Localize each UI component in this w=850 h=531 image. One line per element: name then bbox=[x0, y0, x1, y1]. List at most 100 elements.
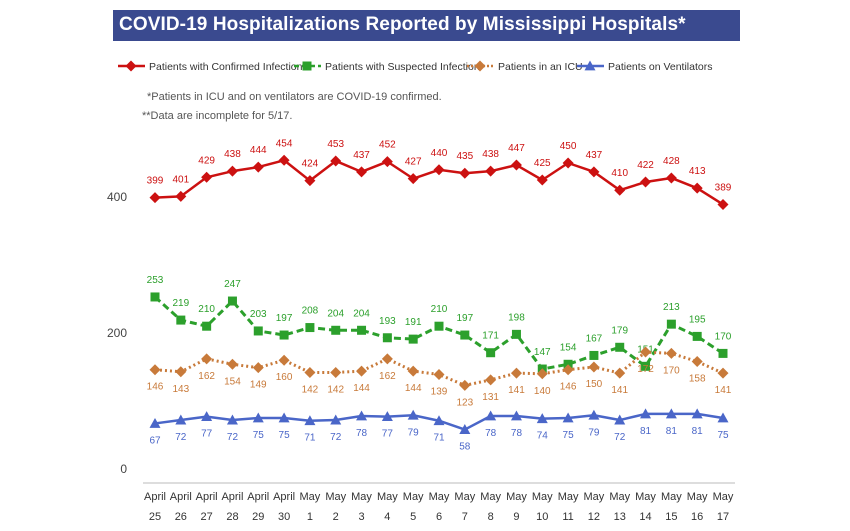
data-label: 143 bbox=[172, 384, 189, 395]
x-tick-label-day: 2 bbox=[333, 511, 339, 523]
data-label: 172 bbox=[637, 364, 654, 375]
data-point bbox=[252, 362, 264, 374]
x-tick-label-day: 6 bbox=[436, 511, 442, 523]
y-tick-label-200: 200 bbox=[107, 326, 127, 340]
data-point bbox=[485, 165, 497, 177]
plot-area: 399 401 429 438 444 454 424 453 437 452 427 440 435 4… bbox=[147, 138, 732, 452]
data-point bbox=[252, 412, 264, 423]
data-point bbox=[614, 184, 626, 196]
legend-marker bbox=[584, 60, 596, 71]
data-point bbox=[640, 346, 652, 358]
x-tick-label-day: 9 bbox=[513, 511, 519, 523]
series-group: 146 143 162 154 149 160 142 142 144 162 144 139 123 1… bbox=[147, 346, 732, 408]
data-label: 210 bbox=[198, 304, 215, 315]
legend-entry-label: Patients in an ICU bbox=[498, 61, 583, 73]
data-point bbox=[330, 366, 342, 378]
data-label: 204 bbox=[327, 308, 344, 319]
data-point bbox=[150, 292, 160, 302]
data-label: 167 bbox=[586, 333, 603, 344]
data-label: 454 bbox=[276, 138, 293, 149]
data-point bbox=[665, 172, 677, 184]
x-tick-label-month: April bbox=[196, 491, 218, 503]
data-label: 142 bbox=[302, 384, 319, 395]
x-tick-label-month: April bbox=[221, 491, 243, 503]
legend-marker bbox=[302, 61, 312, 71]
data-label: 195 bbox=[689, 314, 706, 325]
data-label: 437 bbox=[353, 150, 370, 161]
data-label: 144 bbox=[405, 383, 422, 394]
x-tick-label-day: 10 bbox=[536, 511, 548, 523]
legend-marker bbox=[125, 60, 137, 72]
data-point bbox=[408, 334, 418, 344]
x-tick-label-day: 17 bbox=[717, 511, 729, 523]
x-tick-label-month: May bbox=[506, 491, 527, 503]
data-point bbox=[510, 159, 522, 171]
data-label: 79 bbox=[408, 427, 420, 438]
data-point bbox=[614, 414, 626, 425]
data-label: 438 bbox=[224, 149, 241, 160]
data-point bbox=[279, 330, 289, 340]
data-point bbox=[640, 176, 652, 188]
data-label: 75 bbox=[279, 430, 291, 441]
data-point bbox=[381, 353, 393, 365]
x-tick-label-month: May bbox=[403, 491, 424, 503]
legend-entry-label: Patients with Confirmed Infection bbox=[149, 61, 303, 73]
data-point bbox=[226, 358, 238, 370]
data-label: 142 bbox=[327, 384, 344, 395]
x-tick-label-day: 25 bbox=[149, 511, 161, 523]
legend-entry-label: Patients on Ventilators bbox=[608, 61, 712, 73]
data-label: 435 bbox=[456, 151, 473, 162]
data-point bbox=[665, 408, 677, 419]
legend: Patients with Confirmed Infection Patient… bbox=[118, 60, 712, 73]
data-label: 141 bbox=[611, 385, 628, 396]
data-label: 162 bbox=[198, 371, 215, 382]
data-point bbox=[278, 412, 290, 423]
data-label: 440 bbox=[431, 148, 448, 159]
x-tick-label-day: 5 bbox=[410, 511, 416, 523]
data-label: 147 bbox=[534, 347, 551, 358]
x-tick-label-day: 26 bbox=[175, 511, 187, 523]
data-point bbox=[304, 366, 316, 378]
data-point bbox=[357, 325, 367, 335]
data-label: 428 bbox=[663, 156, 680, 167]
data-label: 198 bbox=[508, 312, 525, 323]
legend-entry-label: Patients with Suspected Infection bbox=[325, 61, 480, 73]
data-point bbox=[691, 356, 703, 368]
data-label: 144 bbox=[353, 383, 370, 394]
data-point bbox=[588, 361, 600, 373]
data-label: 79 bbox=[588, 427, 600, 438]
data-point bbox=[486, 348, 496, 358]
data-label: 438 bbox=[482, 149, 499, 160]
data-label: 123 bbox=[456, 397, 473, 408]
data-point bbox=[536, 174, 548, 186]
data-point bbox=[175, 366, 187, 378]
data-point bbox=[666, 319, 676, 329]
data-label: 75 bbox=[717, 430, 729, 441]
data-point bbox=[640, 408, 652, 419]
x-tick-label-day: 29 bbox=[252, 511, 264, 523]
data-point bbox=[588, 409, 600, 420]
data-point bbox=[614, 367, 626, 379]
x-tick-label-month: April bbox=[247, 491, 269, 503]
data-point bbox=[253, 326, 263, 336]
data-point bbox=[717, 198, 729, 210]
data-label: 139 bbox=[431, 386, 448, 397]
data-point bbox=[510, 410, 522, 421]
data-label: 67 bbox=[149, 435, 161, 446]
note-icu-ventilators: *Patients in ICU and on ventilators are … bbox=[147, 91, 442, 103]
data-label: 171 bbox=[482, 331, 499, 342]
legend-marker bbox=[474, 60, 486, 72]
data-label: 219 bbox=[172, 298, 189, 309]
data-label: 71 bbox=[433, 433, 445, 444]
data-label: 78 bbox=[485, 428, 497, 439]
data-point bbox=[485, 374, 497, 386]
data-point bbox=[460, 330, 470, 340]
data-label: 253 bbox=[147, 275, 164, 286]
data-label: 78 bbox=[356, 428, 368, 439]
x-tick-label-month: May bbox=[532, 491, 553, 503]
data-label: 146 bbox=[560, 382, 577, 393]
data-label: 427 bbox=[405, 157, 422, 168]
data-label: 75 bbox=[253, 430, 265, 441]
data-label: 81 bbox=[692, 426, 704, 437]
data-label: 81 bbox=[666, 426, 678, 437]
